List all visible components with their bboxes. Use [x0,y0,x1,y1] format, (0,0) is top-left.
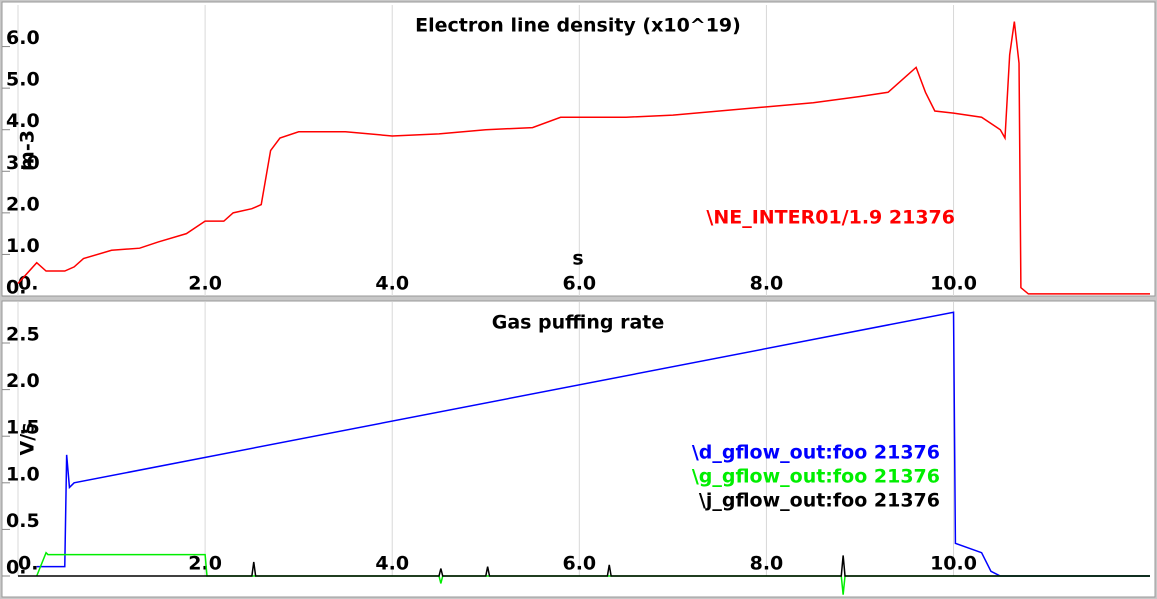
legend-label: \g_gflow_out:foo 21376 [692,466,940,488]
y-tick-label: 2.0 [6,370,40,392]
y-tick-label: 2.5 [6,324,40,346]
y-tick-label: 0.5 [6,510,40,532]
y-tick-label: 1.0 [6,463,40,485]
panel [1,1,1156,297]
y-tick-label: 3.0 [6,152,40,174]
legend-label: \NE_INTER01/1.9 21376 [706,207,955,229]
data-line [17,21,1150,295]
x-tick-label: 0. [18,553,38,575]
x-tick-label: 6.0 [562,273,596,295]
y-axis-label: m-3 [17,130,39,171]
legend-label: \d_gflow_out:foo 21376 [692,442,940,464]
x-tick-label: 2.0 [188,273,222,295]
y-tick-label: 6.0 [6,27,40,49]
y-tick-label: 1.0 [6,235,40,257]
x-tick-label: 8.0 [750,553,784,575]
y-tick-label: 0. [6,557,26,579]
x-tick-label: 4.0 [375,553,409,575]
y-axis-label: V/s [17,423,39,456]
y-tick-label: 1.5 [6,417,40,439]
chart-title: Gas puffing rate [492,312,665,334]
y-tick-label: 4.0 [6,110,40,132]
y-tick-label: 5.0 [6,69,40,91]
y-tick-label: 0. [6,277,26,299]
x-tick-label: 8.0 [750,273,784,295]
panel [1,300,1156,598]
x-tick-label: 10.0 [930,553,977,575]
x-tick-label: 6.0 [562,553,596,575]
chart-title: Electron line density (x10^19) [415,15,741,37]
x-axis-label: s [572,248,583,270]
data-line [36,551,1150,595]
x-tick-label: 4.0 [375,273,409,295]
data-line [18,555,1150,577]
data-line [36,311,1150,577]
legend-label: \j_gflow_out:foo 21376 [699,490,940,512]
x-tick-label: 2.0 [188,553,222,575]
x-tick-label: 10.0 [930,273,977,295]
y-tick-label: 2.0 [6,193,40,215]
